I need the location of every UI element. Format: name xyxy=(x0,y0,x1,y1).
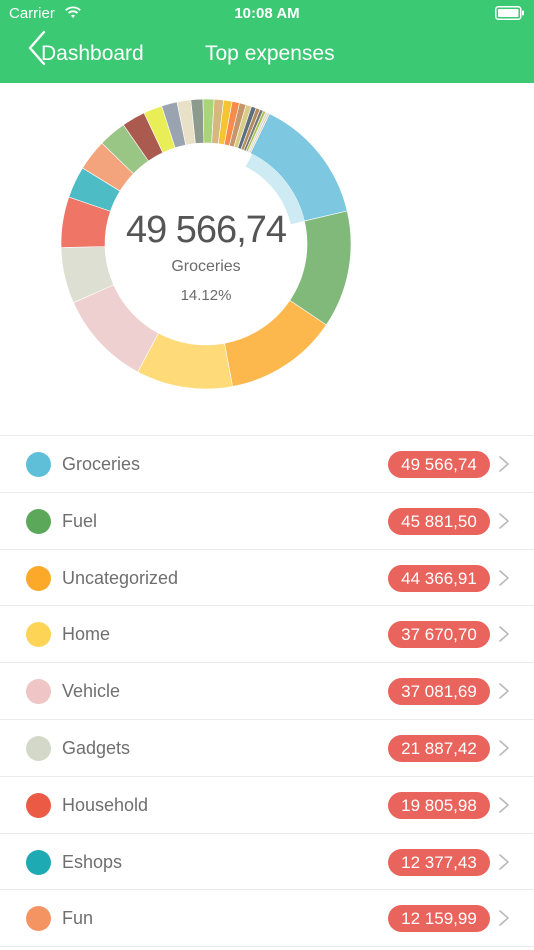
expenses-donut-chart: 49 566,74 Groceries 14.12% xyxy=(0,83,534,435)
amount-badge: 21 887,42 xyxy=(388,734,490,762)
chevron-right-icon xyxy=(499,740,509,756)
expense-row-uncategorized[interactable]: Uncategorized 44 366,91 xyxy=(0,550,534,607)
page-title: Top expenses xyxy=(205,42,335,65)
back-label: Dashboard xyxy=(41,42,144,65)
category-label: Uncategorized xyxy=(62,567,179,588)
chevron-right-icon xyxy=(499,569,509,586)
status-bar: Carrier 10:08 AM xyxy=(0,0,534,28)
amount-badge: 45 881,50 xyxy=(388,507,490,535)
chevron-right-icon xyxy=(499,683,509,699)
carrier-label: Carrier xyxy=(9,5,55,22)
chevron-right-icon xyxy=(499,796,509,813)
selected-category: Groceries xyxy=(171,258,241,275)
expense-row-household[interactable]: Household 19 805,98 xyxy=(0,777,534,834)
amount-badge: 37 081,69 xyxy=(388,678,490,706)
amount-badge: 49 566,74 xyxy=(388,451,490,478)
expense-list: Groceries 49 566,74 Fuel 45 881,50 Uncategor… xyxy=(0,435,534,948)
category-label: Groceries xyxy=(62,454,141,474)
category-label: Gadgets xyxy=(62,737,131,758)
expense-row-fuel[interactable]: Fuel 45 881,50 xyxy=(0,493,534,550)
category-color-dot xyxy=(26,792,51,818)
header: Carrier 10:08 AM Dashboard Top expenses xyxy=(0,0,534,83)
donut-slice-minor-26[interactable] xyxy=(248,112,270,154)
donut-chart-svg xyxy=(60,98,352,390)
category-color-dot xyxy=(26,906,51,932)
chevron-right-icon xyxy=(499,626,509,643)
amount-badge: 12 377,43 xyxy=(388,848,490,876)
category-color-dot xyxy=(26,508,51,534)
selected-percent: 14.12% xyxy=(180,287,232,304)
amount-badge: 44 366,91 xyxy=(388,564,490,592)
expense-row-groceries[interactable]: Groceries 49 566,74 xyxy=(0,436,534,493)
category-color-dot xyxy=(26,849,51,875)
selected-slice-highlight xyxy=(245,154,305,225)
category-label: Vehicle xyxy=(62,681,121,702)
category-label: Eshops xyxy=(62,851,123,872)
chevron-right-icon xyxy=(499,910,509,927)
amount-badge: 19 805,98 xyxy=(388,791,490,819)
category-label: Fun xyxy=(62,908,94,929)
chevron-left-icon xyxy=(28,30,46,66)
expense-row-eshops[interactable]: Eshops 12 377,43 xyxy=(0,834,534,891)
status-time: 10:08 AM xyxy=(234,5,300,22)
category-label: Fuel xyxy=(62,510,98,531)
amount-badge: 37 670,70 xyxy=(388,621,490,649)
back-button[interactable]: Dashboard xyxy=(22,28,172,78)
category-color-dot xyxy=(26,622,51,648)
wifi-icon xyxy=(65,6,81,18)
category-label: Household xyxy=(62,794,149,815)
expense-row-fun[interactable]: Fun 12 159,99 xyxy=(0,890,534,948)
category-label: Home xyxy=(62,624,111,645)
category-color-dot xyxy=(26,452,51,477)
chevron-right-icon xyxy=(499,512,509,529)
battery-icon xyxy=(495,6,524,20)
category-color-dot xyxy=(26,679,51,705)
chevron-right-icon xyxy=(499,853,509,870)
expense-row-gadgets[interactable]: Gadgets 21 887,42 xyxy=(0,720,534,777)
amount-badge: 12 159,99 xyxy=(388,905,490,933)
chevron-right-icon xyxy=(499,456,509,472)
expense-row-home[interactable]: Home 37 670,70 xyxy=(0,606,534,664)
category-color-dot xyxy=(26,735,51,761)
selected-amount: 49 566,74 xyxy=(125,209,287,251)
expense-row-vehicle[interactable]: Vehicle 37 081,69 xyxy=(0,663,534,720)
category-color-dot xyxy=(26,565,51,591)
nav-bar: Dashboard Top expenses xyxy=(0,28,534,83)
